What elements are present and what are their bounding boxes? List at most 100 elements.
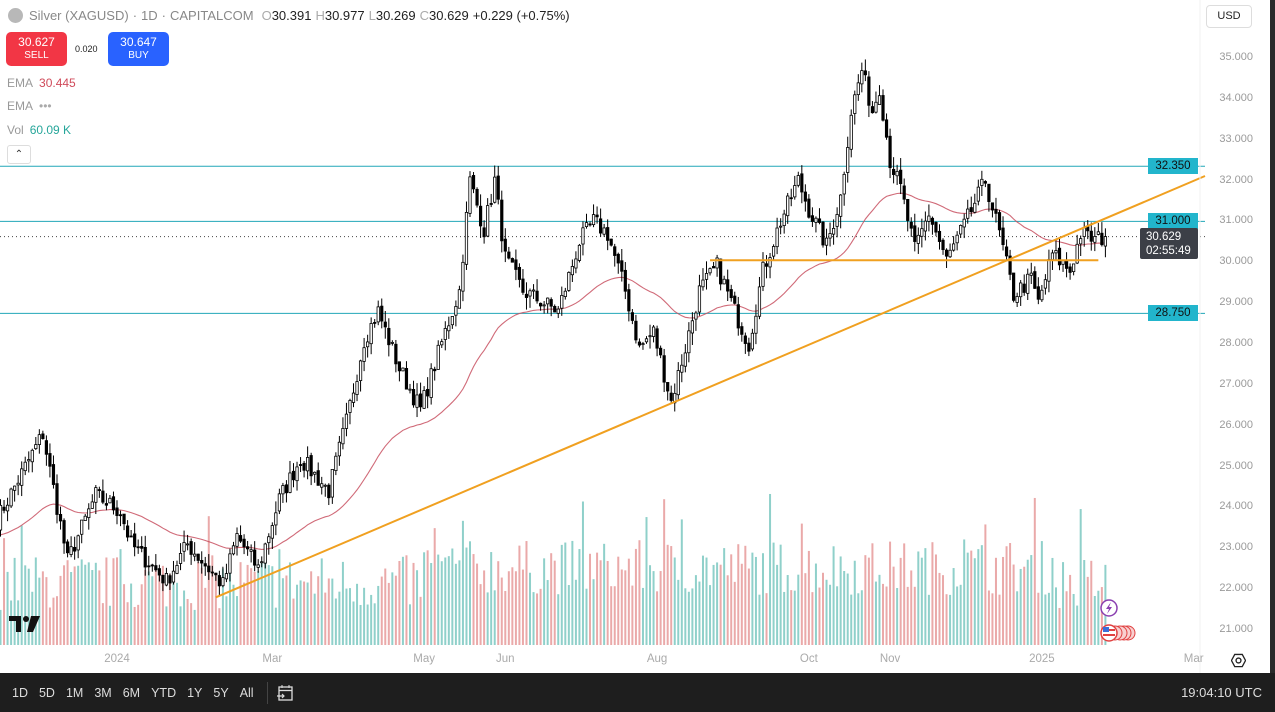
candle — [1079, 235, 1083, 257]
symbol-name[interactable]: Silver (XAGUSD) — [29, 8, 129, 23]
volume-bar — [649, 565, 652, 645]
clock[interactable]: 19:04:10 UTC — [1181, 685, 1262, 700]
candle-body — [1082, 227, 1086, 237]
volume-bar — [288, 562, 291, 645]
range-button-5d[interactable]: 5D — [38, 685, 55, 700]
time-axis-label: Mar — [262, 653, 283, 665]
candle — [528, 288, 532, 308]
volume-bar — [518, 545, 521, 645]
candle — [196, 553, 200, 564]
candle-body — [524, 293, 529, 298]
candle-body — [747, 342, 751, 352]
candle-body — [468, 176, 472, 214]
chart-settings-icon[interactable] — [1231, 653, 1246, 668]
price-tick: 27.000 — [1219, 377, 1253, 390]
indicator-ema-1[interactable]: EMA 30.445 — [7, 76, 76, 90]
candle-body — [295, 466, 299, 482]
candle — [740, 322, 744, 342]
trendline[interactable] — [215, 175, 1206, 599]
volume-bar — [758, 594, 761, 645]
candle — [694, 310, 698, 331]
candle — [722, 275, 726, 285]
candle — [983, 180, 987, 188]
volume-bar — [306, 582, 309, 645]
range-button-5y[interactable]: 5Y — [213, 685, 229, 700]
volume-bar — [130, 583, 133, 645]
candle-body — [147, 565, 151, 568]
tradingview-logo-icon[interactable] — [9, 616, 41, 632]
candle — [461, 254, 465, 302]
candle-body — [27, 459, 31, 462]
volume-bar — [6, 571, 9, 645]
volume-bar — [377, 585, 380, 645]
candle-body — [733, 295, 737, 304]
candle — [856, 74, 860, 101]
range-button-1d[interactable]: 1D — [12, 685, 28, 700]
candle — [757, 276, 762, 320]
candle-body — [655, 328, 659, 349]
price-chart[interactable] — [0, 0, 1270, 673]
candle-body — [831, 227, 836, 235]
range-button-6m[interactable]: 6M — [122, 685, 141, 700]
volume-bar — [730, 554, 733, 645]
candle — [973, 193, 977, 214]
candle-body — [909, 221, 913, 229]
volume-bar — [994, 557, 997, 645]
candle — [944, 248, 949, 268]
candle — [394, 339, 398, 373]
volume-bar — [338, 591, 341, 645]
candle — [270, 522, 274, 549]
volume-bar — [73, 566, 76, 645]
candle-body — [267, 536, 271, 544]
collapse-legend-button[interactable]: ⌃ — [7, 145, 31, 164]
change-value: +0.229 (+0.75%) — [472, 8, 570, 23]
candle-body — [1036, 286, 1040, 300]
candle-body — [719, 258, 723, 285]
candle-body — [306, 457, 310, 472]
us-economic-event-icon[interactable] — [1100, 624, 1136, 642]
candle — [256, 559, 260, 573]
volume-bar — [942, 575, 945, 645]
volume-bar — [366, 604, 369, 645]
candle-body — [2, 506, 6, 511]
volume-bar — [94, 562, 97, 645]
candle — [952, 236, 956, 252]
candle — [507, 246, 511, 260]
candle — [531, 284, 536, 299]
lightning-event-icon[interactable] — [1100, 599, 1118, 617]
range-button-1m[interactable]: 1M — [65, 685, 84, 700]
range-button-all[interactable]: All — [239, 685, 254, 700]
event-markers[interactable] — [1098, 598, 1138, 646]
currency-button[interactable]: USD — [1206, 5, 1252, 28]
candle-body — [606, 227, 610, 241]
indicator-name: Vol — [7, 123, 24, 137]
go-to-date-icon[interactable] — [276, 684, 294, 702]
candle-body — [242, 538, 246, 548]
candle-body — [980, 178, 984, 186]
candle-body — [1079, 238, 1083, 245]
candle-body — [1026, 273, 1030, 294]
indicator-volume[interactable]: Vol 60.09 K — [7, 123, 71, 137]
price-scale-scrollbar[interactable] — [1270, 0, 1275, 673]
volume-bar — [274, 607, 277, 645]
range-button-3m[interactable]: 3M — [94, 685, 112, 700]
volume-bar — [966, 552, 969, 645]
candle — [1072, 263, 1076, 276]
volume-bar — [797, 574, 800, 645]
volume-bar — [790, 590, 793, 645]
sell-button[interactable]: 30.627 SELL — [6, 32, 67, 66]
candle-body — [521, 278, 525, 293]
candle-body — [584, 222, 589, 228]
indicator-ema-2[interactable]: EMA ••• — [7, 99, 52, 113]
volume-bar — [949, 594, 952, 645]
interval[interactable]: 1D — [141, 8, 158, 23]
range-button-ytd[interactable]: YTD — [151, 685, 177, 700]
candle — [524, 282, 529, 310]
candle — [789, 188, 793, 207]
candle — [690, 312, 694, 345]
volume-bar — [112, 558, 115, 645]
candle — [588, 221, 592, 227]
buy-button[interactable]: 30.647 BUY — [108, 32, 169, 66]
range-button-1y[interactable]: 1Y — [187, 685, 203, 700]
candle-body — [602, 227, 606, 235]
